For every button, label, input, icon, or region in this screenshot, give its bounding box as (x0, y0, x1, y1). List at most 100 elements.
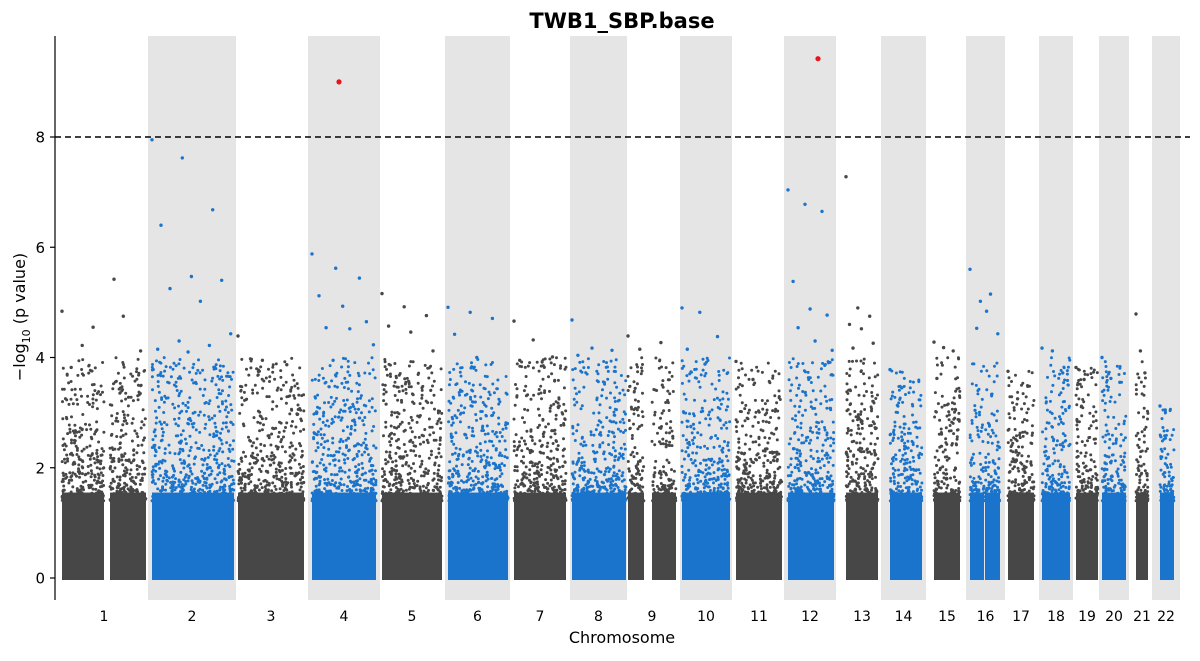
snp-point (302, 497, 306, 501)
snp-point (244, 455, 248, 458)
snp-point (668, 370, 672, 374)
snp-point (562, 437, 565, 441)
peak-point (159, 223, 163, 227)
snp-point (395, 496, 399, 499)
snp-point (603, 473, 607, 476)
snp-point (335, 385, 339, 389)
snp-point (156, 380, 160, 384)
snp-point (626, 374, 630, 378)
snp-point (158, 466, 162, 470)
peak-point (180, 156, 184, 160)
snp-point (222, 489, 226, 493)
snp-point (503, 464, 506, 467)
snp-point (171, 367, 175, 371)
snp-point (157, 405, 161, 409)
snp-point (80, 394, 83, 398)
snp-point (394, 376, 398, 380)
snp-point (72, 438, 76, 442)
snp-point (333, 458, 337, 462)
snp-point (225, 415, 229, 419)
snp-point (165, 470, 169, 474)
snp-point (203, 477, 206, 481)
snp-point (300, 454, 304, 457)
snp-point (192, 362, 196, 366)
snp-point (159, 439, 163, 443)
snp-point (69, 490, 73, 494)
snp-point (180, 483, 184, 487)
snp-point (247, 477, 251, 481)
snp-point (605, 396, 608, 400)
snp-point (479, 455, 483, 458)
snp-point (271, 481, 275, 485)
snp-point (267, 436, 271, 440)
snp-point (533, 442, 537, 446)
snp-point (215, 461, 219, 465)
snp-point (226, 371, 230, 375)
snp-point (432, 431, 436, 435)
snp-point (560, 488, 564, 492)
snp-point (118, 490, 122, 494)
snp-point (273, 484, 277, 488)
snp-point (344, 438, 348, 442)
snp-point (468, 449, 472, 453)
snp-point (541, 377, 545, 381)
snp-point (384, 491, 388, 495)
snp-point (125, 483, 128, 487)
snp-point (369, 456, 373, 460)
snp-point (255, 437, 259, 441)
snp-point (381, 490, 385, 494)
snp-point (653, 471, 657, 475)
snp-point (552, 402, 556, 406)
snp-point (89, 498, 93, 502)
snp-point (138, 465, 142, 469)
snp-point (373, 409, 377, 413)
snp-point (238, 496, 242, 500)
snp-point (155, 499, 159, 503)
snp-point (289, 441, 293, 445)
snp-point (578, 474, 582, 478)
snp-point (613, 400, 617, 403)
snp-point (88, 444, 92, 448)
snp-point (129, 485, 133, 489)
snp-point (290, 385, 294, 389)
snp-point (388, 499, 392, 503)
snp-point (181, 448, 185, 451)
snp-point (120, 399, 124, 403)
snp-point (385, 367, 388, 371)
snp-point (516, 479, 519, 483)
snp-point (613, 458, 617, 462)
snp-point (414, 454, 418, 457)
snp-point (430, 401, 434, 405)
snp-point (594, 475, 598, 479)
snp-point (561, 493, 564, 497)
snp-point (438, 417, 442, 421)
snp-point (207, 473, 211, 477)
snp-point (630, 487, 634, 491)
snp-point (561, 464, 565, 468)
snp-point (316, 446, 320, 449)
snp-point (430, 425, 434, 429)
snp-point (369, 464, 373, 468)
snp-point (355, 400, 359, 404)
snp-point (447, 408, 451, 412)
snp-point (390, 472, 393, 476)
snp-point (167, 443, 171, 447)
snp-point (544, 485, 548, 489)
snp-point (382, 399, 386, 403)
snp-point (533, 489, 537, 493)
snp-point (479, 395, 483, 399)
snp-point (118, 381, 122, 385)
snp-point (612, 410, 616, 414)
snp-point (171, 464, 175, 468)
snp-point (102, 430, 106, 434)
snp-point (418, 485, 422, 489)
snp-point (491, 444, 495, 448)
snp-point (352, 405, 355, 408)
snp-point (549, 435, 553, 439)
snp-point (495, 435, 499, 439)
snp-point (600, 394, 604, 398)
snp-point (208, 433, 212, 437)
snp-point (77, 463, 81, 467)
snp-point (470, 361, 473, 365)
snp-point (418, 442, 422, 446)
